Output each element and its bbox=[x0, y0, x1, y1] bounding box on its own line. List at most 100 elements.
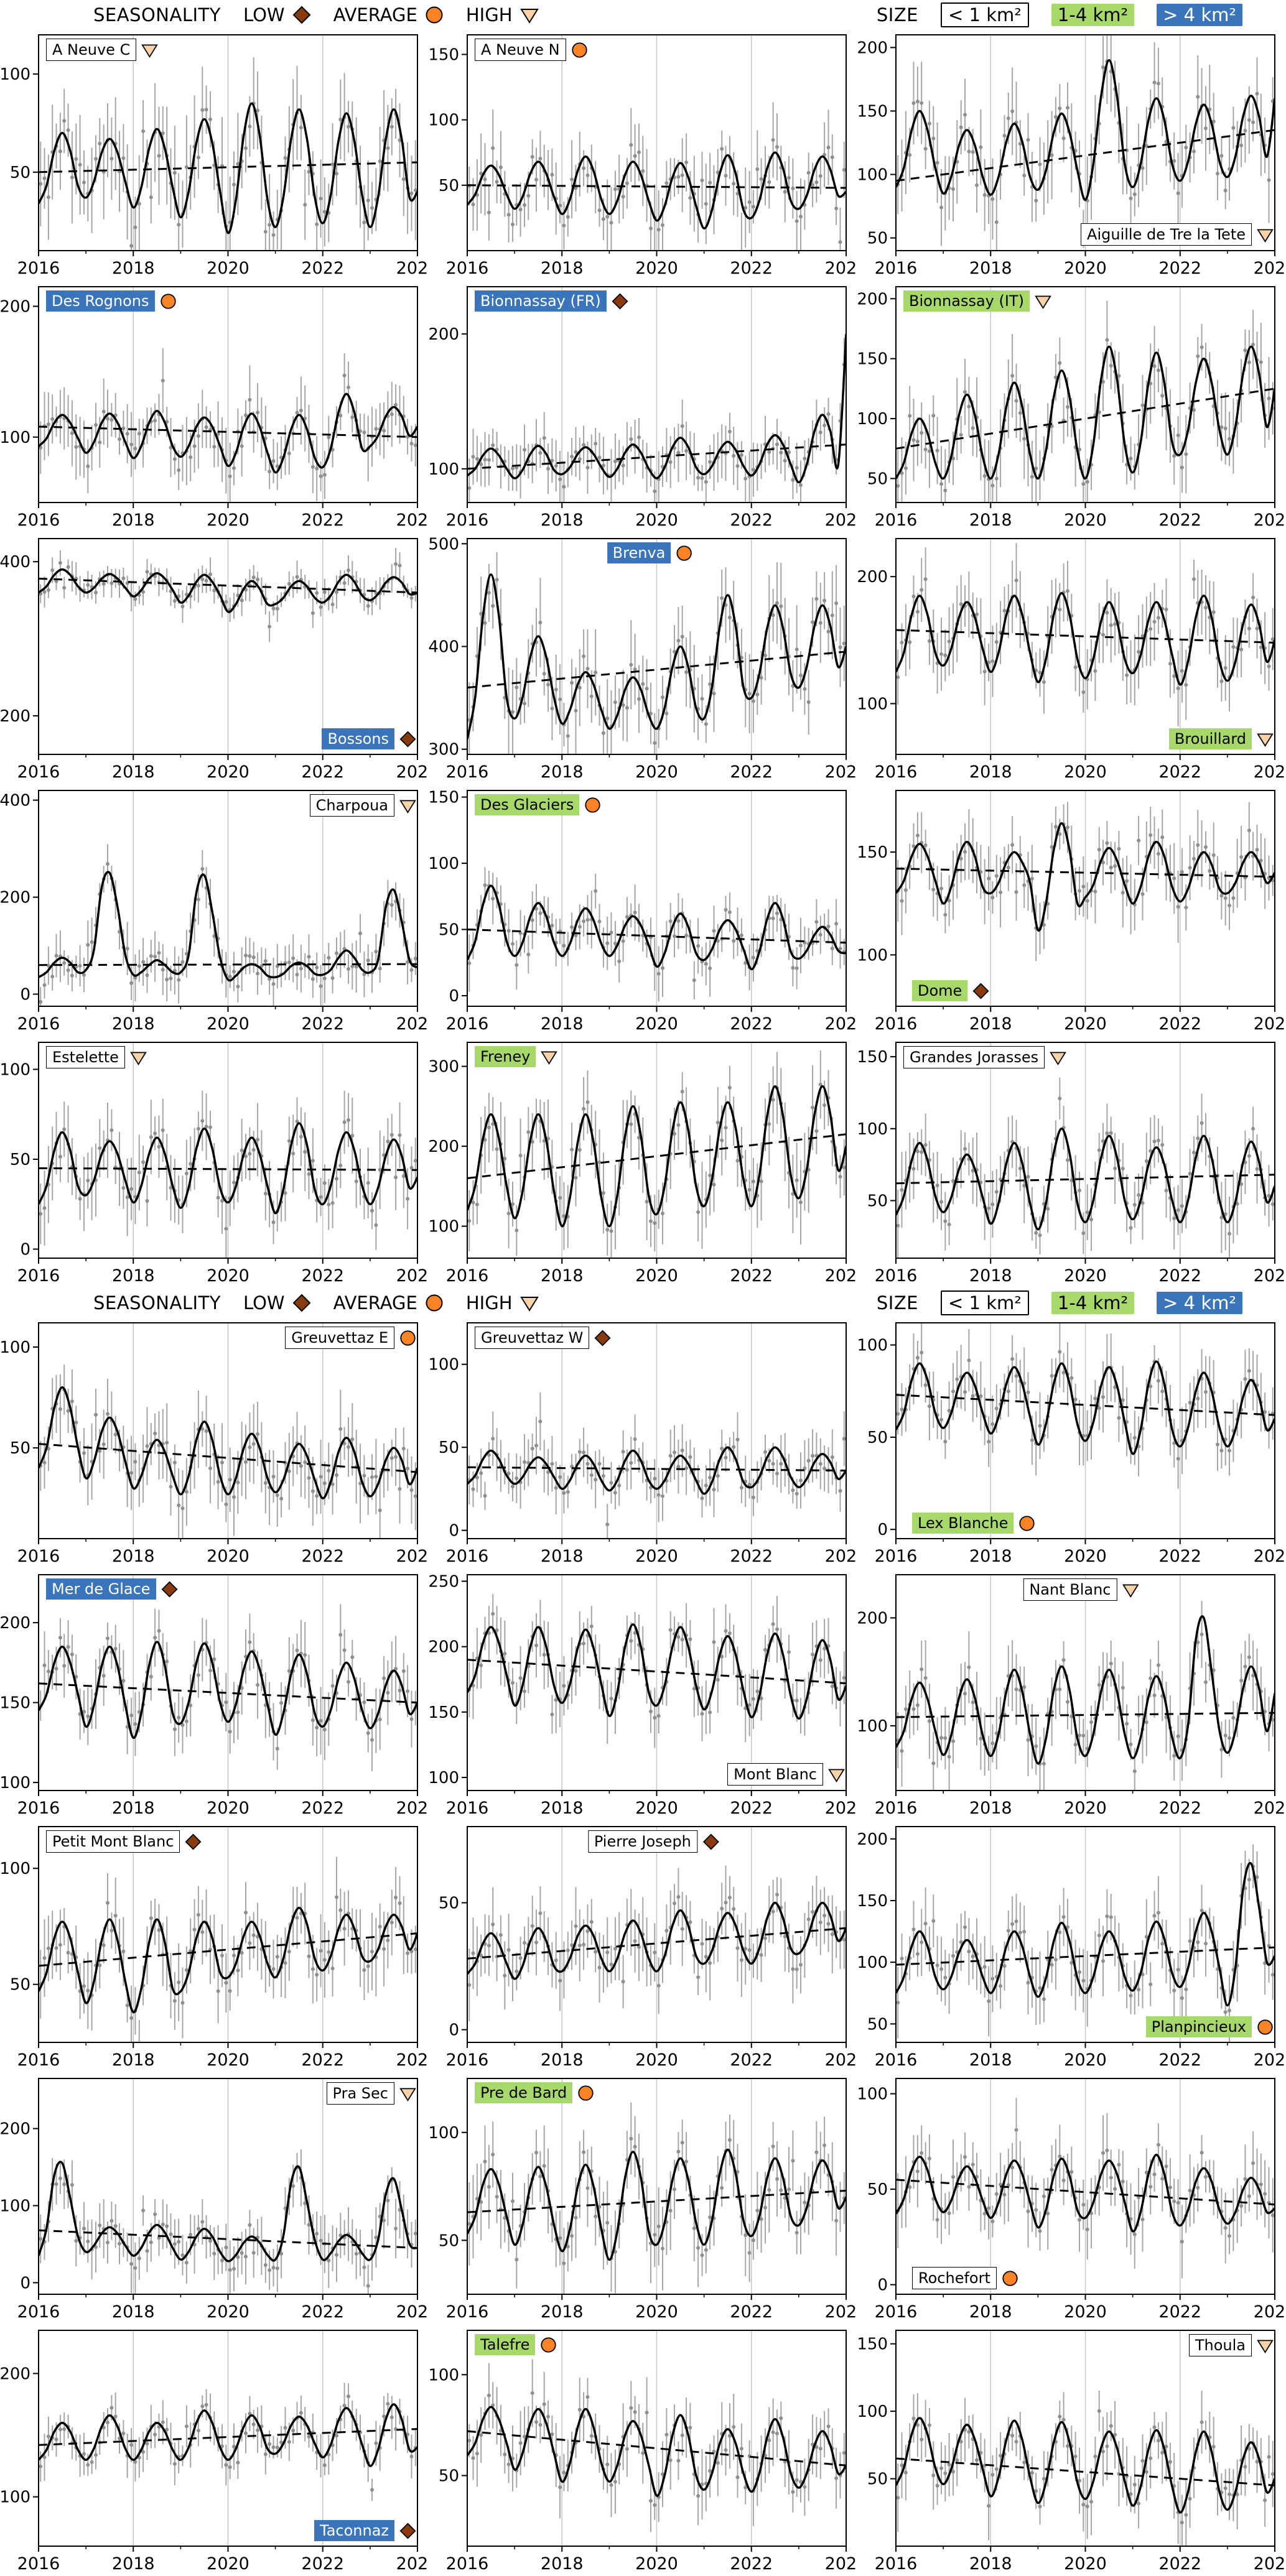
svg-text:2020: 2020 bbox=[1064, 762, 1107, 782]
scatter-points bbox=[467, 338, 846, 503]
svg-text:150: 150 bbox=[857, 843, 888, 862]
x-axis: 20162018202020222024 bbox=[17, 1006, 429, 1034]
svg-text:100: 100 bbox=[429, 111, 459, 130]
y-axis: 50 100 150 bbox=[857, 1048, 896, 1211]
y-axis: 50 100 150 bbox=[429, 46, 467, 195]
svg-text:2022: 2022 bbox=[730, 1799, 773, 1818]
seasonal-line bbox=[896, 345, 1275, 480]
glacier-label: Aiguille de Tre la Tete bbox=[1081, 223, 1274, 246]
plot-canvas: 2016 2018 2020 2022 2024 50 100 150 bbox=[429, 34, 857, 278]
legend-item-low: LOW bbox=[243, 1292, 311, 1313]
svg-text:250: 250 bbox=[429, 1573, 459, 1591]
glacier-name: Pierre Joseph bbox=[587, 1830, 697, 1853]
svg-text:2018: 2018 bbox=[969, 1547, 1012, 1566]
y-axis: 100 200 bbox=[0, 298, 39, 447]
glacier-label: Planpincieux bbox=[1145, 2016, 1274, 2037]
high-seasonality-icon bbox=[1257, 733, 1274, 747]
seasonality-legend-title: SEASONALITY bbox=[93, 1292, 221, 1313]
low-seasonality-icon bbox=[399, 731, 416, 747]
low-diamond-icon bbox=[292, 6, 311, 24]
legend-item-high: HIGH bbox=[466, 1292, 539, 1313]
svg-text:2016: 2016 bbox=[17, 762, 60, 782]
glacier-label: Estelette bbox=[46, 1046, 147, 1068]
svg-text:2016: 2016 bbox=[875, 511, 918, 530]
svg-text:2024: 2024 bbox=[1254, 259, 1286, 278]
glacier-name: Pre de Bard bbox=[475, 2082, 573, 2103]
high-seasonality-icon bbox=[399, 2088, 416, 2101]
svg-text:2016: 2016 bbox=[875, 1266, 918, 1286]
trend-line bbox=[38, 1167, 418, 1171]
trend-line bbox=[467, 443, 847, 470]
svg-text:100: 100 bbox=[429, 1356, 459, 1374]
svg-text:2020: 2020 bbox=[1064, 259, 1107, 278]
svg-text:2018: 2018 bbox=[541, 1799, 584, 1818]
svg-text:2024: 2024 bbox=[396, 259, 429, 278]
trend-line bbox=[467, 929, 847, 944]
legend-row: SEASONALITY LOW AVERAGE HIGH SIZE < 1 km… bbox=[0, 1288, 1286, 1317]
glacier-name: Dome bbox=[912, 980, 968, 1001]
average-label: AVERAGE bbox=[333, 4, 417, 25]
glacier-name: Rochefort bbox=[912, 2267, 997, 2289]
trend-line bbox=[467, 1466, 847, 1472]
glacier-label: Bossons bbox=[322, 728, 416, 749]
seasonality-legend: SEASONALITY LOW AVERAGE HIGH bbox=[93, 4, 539, 25]
x-axis: 20162018202020222024 bbox=[17, 1539, 429, 1566]
trend-line bbox=[895, 629, 1275, 644]
x-axis: 20162018202020222024 bbox=[875, 1791, 1286, 1818]
plot-canvas: 2016 2018 2020 2022 2024 50 100 bbox=[0, 1322, 429, 1566]
x-axis: 20162018202020222024 bbox=[875, 1539, 1286, 1566]
scatter-points bbox=[896, 543, 1275, 726]
x-axis: 20162018202020222024 bbox=[875, 251, 1286, 278]
low-seasonality-icon bbox=[161, 1581, 178, 1597]
y-axis: 0 50 100 bbox=[429, 1356, 467, 1541]
seasonal-line bbox=[467, 573, 846, 739]
svg-text:2024: 2024 bbox=[396, 1547, 429, 1566]
svg-text:2022: 2022 bbox=[730, 511, 773, 530]
size-class-small: < 1 km² bbox=[941, 1290, 1029, 1316]
x-axis: 20162018202020222024 bbox=[875, 2042, 1286, 2070]
seasonal-line bbox=[896, 2154, 1275, 2233]
high-seasonality-icon bbox=[1257, 229, 1274, 243]
svg-text:2020: 2020 bbox=[1064, 1547, 1107, 1566]
x-axis: 20162018202020222024 bbox=[446, 1258, 857, 1286]
average-circle-icon bbox=[426, 6, 443, 24]
glacier-name: Bionnassay (IT) bbox=[903, 290, 1030, 312]
trend-line bbox=[895, 2179, 1275, 2206]
size-class-large: > 4 km² bbox=[1157, 3, 1242, 27]
svg-text:2018: 2018 bbox=[969, 1014, 1012, 1034]
svg-text:2018: 2018 bbox=[541, 259, 584, 278]
svg-text:2018: 2018 bbox=[112, 259, 155, 278]
svg-text:2016: 2016 bbox=[446, 1266, 489, 1286]
plot-canvas: 2016 2018 2020 2022 2024 300 400 500 bbox=[429, 535, 857, 782]
svg-text:2020: 2020 bbox=[635, 1266, 678, 1286]
glacier-label: Talefre bbox=[475, 2334, 557, 2355]
svg-text:2018: 2018 bbox=[969, 511, 1012, 530]
subplot-lex-blanche: 2016 2018 2020 2022 2024 0 50 100 Lex Blanche bbox=[857, 1317, 1286, 1568]
x-axis: 20162018202020222024 bbox=[446, 251, 857, 278]
svg-text:2022: 2022 bbox=[301, 511, 344, 530]
svg-text:400: 400 bbox=[0, 553, 30, 572]
svg-text:2018: 2018 bbox=[112, 1799, 155, 1818]
svg-text:0: 0 bbox=[449, 987, 459, 1006]
seasonal-line bbox=[896, 592, 1275, 686]
y-axis: 0 200 400 bbox=[0, 792, 39, 1004]
svg-text:2020: 2020 bbox=[635, 762, 678, 782]
svg-text:2018: 2018 bbox=[541, 762, 584, 782]
trend-line bbox=[38, 1682, 418, 1704]
svg-text:2020: 2020 bbox=[207, 1266, 249, 1286]
svg-text:0: 0 bbox=[20, 986, 30, 1004]
svg-text:100: 100 bbox=[857, 695, 888, 713]
seasonality-legend: SEASONALITY LOW AVERAGE HIGH bbox=[93, 1292, 539, 1313]
glacier-label: Brouillard bbox=[1168, 728, 1274, 749]
svg-text:100: 100 bbox=[857, 410, 888, 429]
seasonal-line bbox=[467, 884, 846, 971]
svg-text:2020: 2020 bbox=[207, 1799, 249, 1818]
y-axis: 0 50 100 bbox=[0, 1060, 39, 1259]
plot-canvas: 2016 2018 2020 2022 2024 100 200 300 bbox=[429, 1042, 857, 1286]
